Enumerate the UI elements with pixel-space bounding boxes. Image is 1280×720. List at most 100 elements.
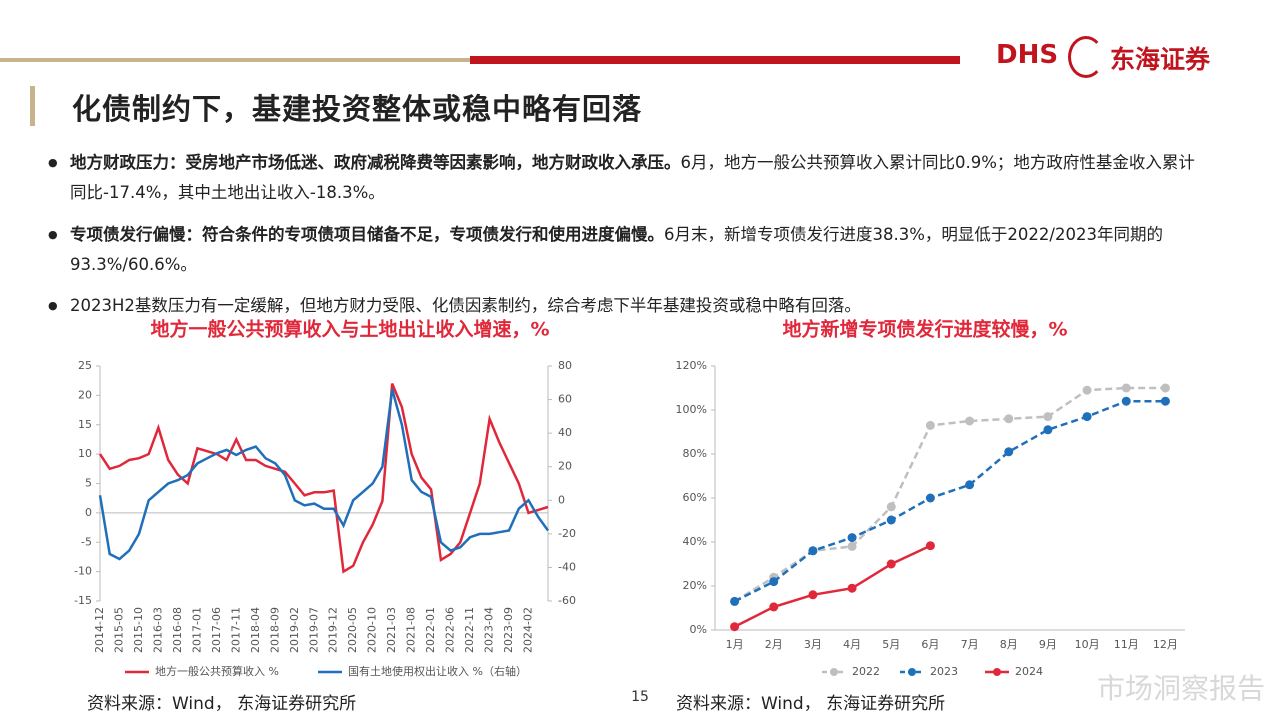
point bbox=[808, 590, 818, 600]
x-tick-label: 2018-09 bbox=[268, 607, 281, 653]
point bbox=[925, 420, 935, 430]
y2-tick-label: 80 bbox=[558, 359, 572, 372]
point bbox=[1121, 396, 1131, 406]
y2-tick-label: -20 bbox=[558, 527, 576, 540]
y2-tick-label: 60 bbox=[558, 393, 572, 406]
x-tick-label: 7月 bbox=[961, 638, 979, 651]
point bbox=[1121, 383, 1131, 393]
point bbox=[847, 583, 857, 593]
y-tick-label: 15 bbox=[78, 418, 92, 431]
legend-label: 国有土地使用权出让收入 %（右轴） bbox=[348, 664, 527, 678]
header-bar bbox=[470, 56, 960, 64]
company-name: 东海证券 bbox=[1110, 45, 1211, 74]
x-tick-label: 2015-10 bbox=[132, 607, 145, 653]
bullet-text: 6月末，新增专项债发行进度38.3%，明显低于2022/2023年同期的93.3… bbox=[70, 225, 1163, 274]
bullet-text: 2023H2基数压力有一定缓解，但地方财力受限、化债因素制约，综合考虑下半年基建… bbox=[70, 296, 861, 315]
point bbox=[1004, 447, 1014, 457]
x-tick-label: 2022-01 bbox=[424, 607, 437, 653]
bullet-bold: 地方财政压力：受房地产市场低迷、政府减税降费等因素影响，地方财政收入承压。 bbox=[70, 153, 681, 172]
source: 资料来源：Wind， 东海证券研究所 bbox=[87, 694, 356, 714]
point bbox=[1082, 385, 1092, 395]
x-tick-label: 2017-01 bbox=[190, 607, 203, 653]
y-tick-label: 60% bbox=[683, 491, 707, 504]
point bbox=[886, 515, 896, 525]
bullet-bold: 专项债发行偏慢：符合条件的专项债项目储备不足，专项债发行和使用进度偏慢。 bbox=[70, 225, 664, 244]
x-tick-label: 2019-12 bbox=[327, 607, 340, 653]
x-tick-label: 2014-12 bbox=[93, 607, 106, 653]
y2-tick-label: 0 bbox=[558, 493, 565, 506]
x-tick-label: 2022-06 bbox=[444, 607, 457, 653]
x-tick-label: 10月 bbox=[1075, 638, 1100, 651]
x-tick-label: 2016-08 bbox=[171, 607, 184, 653]
bullet: 2023H2基数压力有一定缓解，但地方财力受限、化债因素制约，综合考虑下半年基建… bbox=[48, 291, 1210, 321]
x-tick-label: 8月 bbox=[1000, 638, 1018, 651]
series-line bbox=[733, 386, 1166, 603]
legend-label: 2024 bbox=[1015, 665, 1043, 678]
point bbox=[1160, 396, 1170, 406]
x-tick-label: 4月 bbox=[843, 638, 861, 651]
y-tick-label: 20 bbox=[78, 388, 92, 401]
y-tick-label: -15 bbox=[74, 594, 92, 607]
y-tick-label: -10 bbox=[74, 565, 92, 578]
logo-icon bbox=[1068, 36, 1104, 78]
x-tick-label: 2015-05 bbox=[112, 607, 125, 653]
point bbox=[730, 596, 740, 606]
series-line bbox=[98, 383, 549, 574]
page-number: 15 bbox=[631, 689, 649, 705]
y-tick-label: 0% bbox=[690, 623, 707, 636]
x-tick-label: 2023-04 bbox=[483, 607, 496, 653]
point bbox=[965, 416, 975, 426]
legend-label: 2022 bbox=[852, 665, 880, 678]
x-tick-label: 2024-02 bbox=[522, 607, 535, 653]
point bbox=[1160, 383, 1170, 393]
bullet: 专项债发行偏慢：符合条件的专项债项目储备不足，专项债发行和使用进度偏慢。6月末，… bbox=[48, 220, 1210, 280]
point bbox=[730, 622, 740, 632]
x-tick-label: 2021-03 bbox=[385, 607, 398, 653]
x-tick-label: 6月 bbox=[921, 638, 939, 651]
y-tick-label: 10 bbox=[78, 447, 92, 460]
legend-marker bbox=[908, 668, 916, 676]
y-tick-label: 20% bbox=[683, 579, 707, 592]
point bbox=[808, 546, 818, 556]
point bbox=[886, 559, 896, 569]
x-tick-label: 2020-10 bbox=[366, 607, 379, 653]
y2-tick-label: -60 bbox=[558, 594, 576, 607]
point bbox=[769, 577, 779, 587]
y-tick-label: -5 bbox=[81, 535, 92, 548]
point bbox=[925, 541, 935, 551]
y2-tick-label: 40 bbox=[558, 426, 572, 439]
series-line bbox=[734, 544, 931, 628]
point bbox=[886, 502, 896, 512]
x-tick-label: 2019-02 bbox=[288, 607, 301, 653]
x-tick-label: 2020-05 bbox=[346, 607, 359, 653]
x-tick-label: 5月 bbox=[882, 638, 900, 651]
point bbox=[965, 480, 975, 490]
x-tick-label: 2021-08 bbox=[405, 607, 418, 653]
y-tick-label: 80% bbox=[683, 447, 707, 460]
logo: DHS bbox=[996, 40, 1059, 70]
chart-title: 地方新增专项债发行进度较慢，% bbox=[782, 318, 1067, 341]
y-tick-label: 0 bbox=[85, 506, 92, 519]
y-tick-label: 40% bbox=[683, 535, 707, 548]
point bbox=[1082, 412, 1092, 422]
point bbox=[847, 541, 857, 551]
title-marker bbox=[30, 86, 35, 126]
x-tick-label: 3月 bbox=[804, 638, 822, 651]
bullet: 地方财政压力：受房地产市场低迷、政府减税降费等因素影响，地方财政收入承压。6月，… bbox=[48, 148, 1210, 208]
y2-tick-label: -40 bbox=[558, 560, 576, 573]
x-tick-label: 1月 bbox=[726, 638, 744, 651]
y-tick-label: 5 bbox=[85, 477, 92, 490]
series-line bbox=[98, 389, 550, 561]
legend-label: 地方一般公共预算收入 % bbox=[155, 664, 279, 678]
point bbox=[769, 602, 779, 612]
x-tick-label: 9月 bbox=[1039, 638, 1057, 651]
point bbox=[847, 533, 857, 543]
bullet-text: 6月，地方一般公共预算收入累计同比0.9%；地方政府性基金收入累计同比-17.4… bbox=[70, 153, 1195, 202]
legend-marker bbox=[830, 668, 838, 676]
chart-title: 地方一般公共预算收入与土地出让收入增速，% bbox=[150, 318, 549, 341]
x-tick-label: 2022-11 bbox=[463, 607, 476, 653]
x-tick-label: 2018-04 bbox=[249, 607, 262, 653]
y-tick-label: 25 bbox=[78, 359, 92, 372]
